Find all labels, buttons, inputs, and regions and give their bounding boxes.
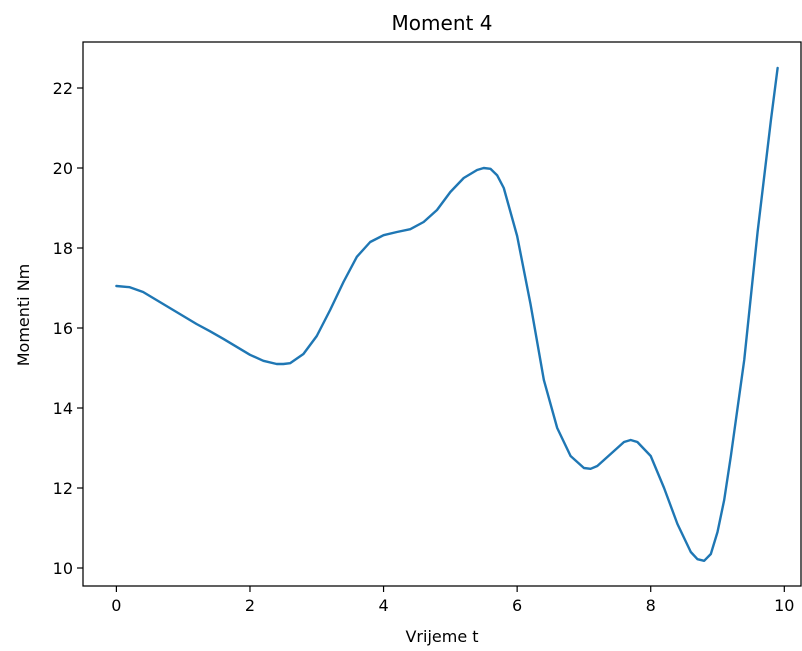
y-tick-label: 22 [53, 79, 73, 98]
y-tick-label: 20 [53, 159, 73, 178]
axes-frame [82, 41, 802, 587]
series-line-0 [115, 66, 779, 562]
y-axis-label: Momenti Nm [14, 264, 33, 367]
x-tick-label: 6 [512, 596, 522, 615]
plot-area: 0 2 4 6 8 10 10 12 14 16 18 20 22 [53, 41, 802, 615]
x-tick-label: 4 [378, 596, 388, 615]
x-tick-label: 8 [646, 596, 656, 615]
chart-title: Moment 4 [392, 11, 493, 35]
y-tick-label: 16 [53, 319, 73, 338]
x-tick-label: 10 [774, 596, 794, 615]
y-tick-label: 10 [53, 559, 73, 578]
x-axis-label: Vrijeme t [405, 627, 478, 646]
x-tick-label: 0 [111, 596, 121, 615]
x-tick-label: 2 [245, 596, 255, 615]
y-tick-label: 14 [53, 399, 73, 418]
y-tick-label: 18 [53, 239, 73, 258]
y-tick-label: 12 [53, 479, 73, 498]
